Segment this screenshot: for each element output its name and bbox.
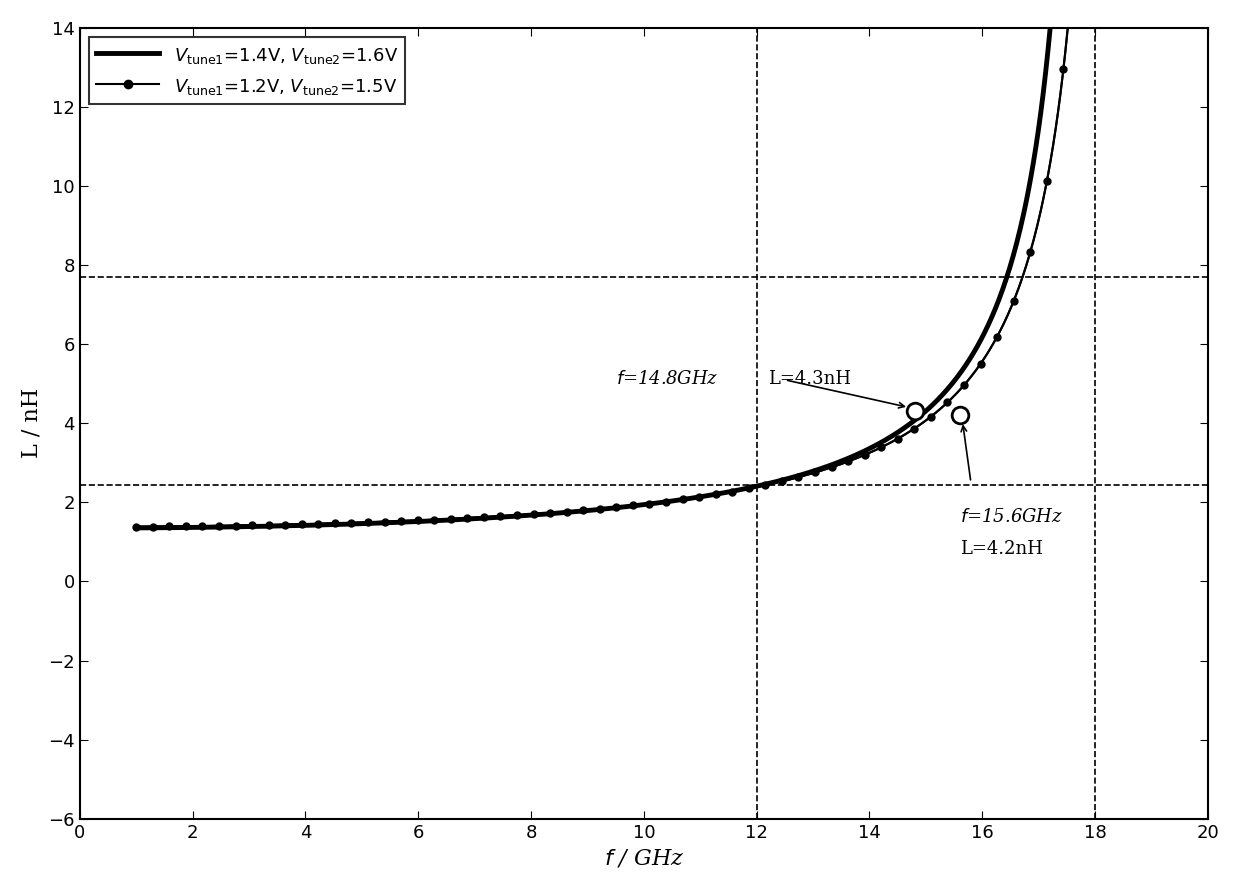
$V_{\mathrm{tune1}}$=1.2V, $V_{\mathrm{tune2}}$=1.5V [526,509,541,520]
Text: $f$=15.6GHz: $f$=15.6GHz [960,508,1063,526]
Line: $V_{\mathrm{tune1}}$=1.2V, $V_{\mathrm{tune2}}$=1.5V: $V_{\mathrm{tune1}}$=1.2V, $V_{\mathrm{t… [133,66,1066,530]
$V_{\mathrm{tune1}}$=1.4V, $V_{\mathrm{tune2}}$=1.6V [682,493,697,504]
X-axis label: $f$ / GHz: $f$ / GHz [604,847,684,870]
$V_{\mathrm{tune1}}$=1.4V, $V_{\mathrm{tune2}}$=1.6V [269,521,284,531]
$V_{\mathrm{tune1}}$=1.2V, $V_{\mathrm{tune2}}$=1.5V [775,476,790,487]
$V_{\mathrm{tune1}}$=1.2V, $V_{\mathrm{tune2}}$=1.5V [758,480,773,490]
$V_{\mathrm{tune1}}$=1.2V, $V_{\mathrm{tune2}}$=1.5V [377,516,392,527]
$V_{\mathrm{tune1}}$=1.4V, $V_{\mathrm{tune2}}$=1.6V [1021,190,1035,200]
Y-axis label: L / nH: L / nH [21,388,43,458]
Text: L=4.2nH: L=4.2nH [960,540,1043,558]
$V_{\mathrm{tune1}}$=1.2V, $V_{\mathrm{tune2}}$=1.5V [1056,64,1071,75]
$V_{\mathrm{tune1}}$=1.4V, $V_{\mathrm{tune2}}$=1.6V [869,440,884,450]
$V_{\mathrm{tune1}}$=1.2V, $V_{\mathrm{tune2}}$=1.5V [129,522,144,532]
$V_{\mathrm{tune1}}$=1.4V, $V_{\mathrm{tune2}}$=1.6V [981,320,996,330]
Text: $f$=14.8GHz: $f$=14.8GHz [615,369,718,388]
Line: $V_{\mathrm{tune1}}$=1.4V, $V_{\mathrm{tune2}}$=1.6V: $V_{\mathrm{tune1}}$=1.4V, $V_{\mathrm{t… [136,0,1064,528]
Legend: $V_{\mathrm{tune1}}$=1.4V, $V_{\mathrm{tune2}}$=1.6V, $V_{\mathrm{tune1}}$=1.2V,: $V_{\mathrm{tune1}}$=1.4V, $V_{\mathrm{t… [89,36,405,104]
$V_{\mathrm{tune1}}$=1.2V, $V_{\mathrm{tune2}}$=1.5V [162,522,177,532]
$V_{\mathrm{tune1}}$=1.4V, $V_{\mathrm{tune2}}$=1.6V [129,522,144,533]
$V_{\mathrm{tune1}}$=1.4V, $V_{\mathrm{tune2}}$=1.6V [665,496,680,506]
Text: L=4.3nH: L=4.3nH [768,369,851,388]
$V_{\mathrm{tune1}}$=1.2V, $V_{\mathrm{tune2}}$=1.5V [179,521,193,531]
